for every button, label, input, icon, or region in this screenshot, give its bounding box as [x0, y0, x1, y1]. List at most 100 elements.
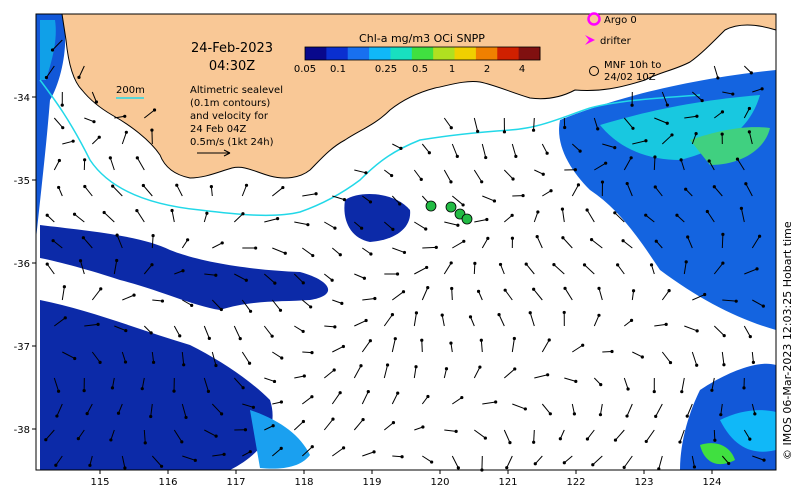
velocity-arrow: [413, 169, 422, 180]
velocity-arrow: [151, 455, 162, 467]
velocity-arrow: [121, 455, 126, 469]
velocity-arrow-head: [98, 360, 102, 364]
velocity-arrow: [211, 403, 222, 415]
velocity-arrow: [301, 446, 313, 457]
velocity-arrow: [451, 455, 459, 469]
velocity-arrow: [713, 65, 719, 79]
velocity-arrow-head: [44, 438, 48, 442]
velocity-arrow-head: [753, 412, 757, 416]
velocity-arrow-head: [735, 157, 740, 161]
velocity-arrow: [474, 218, 487, 223]
velocity-arrow: [602, 350, 613, 353]
velocity-arrow-head: [692, 465, 697, 469]
velocity-arrow-head: [514, 154, 518, 158]
velocity-arrow: [720, 403, 723, 415]
velocity-arrow: [745, 183, 753, 197]
velocity-arrow-head: [478, 365, 482, 369]
velocity-arrow-head: [739, 206, 744, 210]
velocity-arrow-head: [341, 446, 346, 450]
velocity-arrow: [52, 240, 63, 249]
velocity-arrow-head: [124, 130, 128, 134]
colorbar-segment: [411, 47, 434, 60]
velocity-arrow-head: [563, 286, 567, 290]
velocity-arrow: [534, 169, 544, 175]
velocity-arrow-head: [513, 367, 517, 371]
velocity-arrow-head: [536, 210, 540, 214]
velocity-arrow: [52, 39, 63, 51]
velocity-arrows: [44, 39, 766, 472]
velocity-arrow-head: [238, 337, 242, 341]
velocity-arrow: [143, 109, 155, 119]
velocity-arrow-head: [56, 389, 61, 393]
velocity-arrow: [203, 377, 209, 392]
velocity-arrow: [473, 117, 479, 132]
velocity-arrow-head: [364, 318, 368, 323]
velocity-arrow: [414, 221, 427, 230]
velocity-arrow: [713, 186, 723, 197]
velocity-arrow: [263, 273, 276, 284]
velocity-arrow-head: [116, 411, 121, 415]
velocity-arrow-head: [712, 185, 716, 189]
velocity-arrow-head: [279, 400, 283, 404]
velocity-arrow-head: [159, 464, 164, 468]
velocity-arrow-head: [560, 207, 565, 211]
velocity-arrow: [212, 453, 225, 457]
velocity-arrow: [506, 455, 513, 468]
velocity-arrow-head: [644, 439, 648, 444]
velocity-arrow: [752, 455, 765, 461]
velocity-arrow-head: [695, 329, 699, 333]
velocity-arrow-head: [731, 92, 735, 96]
velocity-arrow: [654, 117, 668, 124]
velocity-arrow-head: [214, 434, 218, 438]
velocity-arrow-head: [581, 343, 585, 347]
velocity-arrow: [301, 299, 311, 308]
y-tick-label: -35: [14, 176, 30, 187]
velocity-arrow-head: [373, 296, 377, 301]
velocity-arrow-head: [338, 391, 342, 395]
argo-legend-symbol: [587, 12, 601, 26]
x-tick-label: 119: [362, 477, 381, 488]
velocity-arrow: [748, 131, 753, 145]
velocity-arrow-head: [220, 241, 224, 245]
velocity-arrow-head: [60, 103, 64, 107]
velocity-arrow-head: [301, 419, 306, 424]
velocity-arrow-head: [251, 405, 255, 409]
velocity-arrow: [118, 403, 123, 414]
velocity-arrow: [562, 237, 573, 249]
velocity-arrow: [323, 273, 333, 281]
velocity-arrow-head: [123, 114, 127, 118]
velocity-arrow-head: [395, 272, 400, 276]
velocity-arrow: [53, 160, 60, 171]
velocity-arrow-head: [270, 334, 274, 338]
velocity-arrow-head: [748, 437, 752, 441]
velocity-arrow: [84, 323, 99, 327]
velocity-arrow: [362, 195, 371, 203]
velocity-arrow-head: [150, 263, 154, 267]
velocity-arrow-head: [214, 363, 218, 368]
velocity-arrow-head: [597, 313, 601, 317]
velocity-arrow-head: [57, 158, 61, 163]
velocity-arrow: [241, 299, 251, 312]
velocity-arrow-head: [528, 311, 532, 315]
altimetry-legend-line: 24 Feb 04Z: [190, 124, 247, 135]
velocity-arrow: [541, 143, 548, 154]
drifter-legend-symbol: [585, 35, 595, 45]
velocity-arrow-head: [630, 103, 634, 107]
velocity-arrow: [655, 403, 663, 417]
velocity-arrow-head: [248, 309, 253, 313]
velocity-arrow-head: [85, 412, 89, 416]
velocity-arrow: [564, 377, 576, 382]
velocity-arrow: [80, 260, 85, 275]
velocity-arrow-head: [419, 177, 423, 181]
velocity-arrow: [722, 299, 737, 302]
velocity-arrow-head: [360, 226, 364, 230]
velocity-arrow-head: [744, 182, 748, 186]
velocity-arrow: [443, 117, 452, 129]
velocity-arrow: [706, 211, 715, 223]
colorbar-segment: [305, 47, 327, 60]
velocity-arrow-head: [521, 193, 525, 198]
velocity-arrow-head: [561, 236, 565, 240]
velocity-arrow: [241, 185, 247, 197]
velocity-arrow: [142, 185, 153, 197]
velocity-arrow: [361, 391, 369, 405]
